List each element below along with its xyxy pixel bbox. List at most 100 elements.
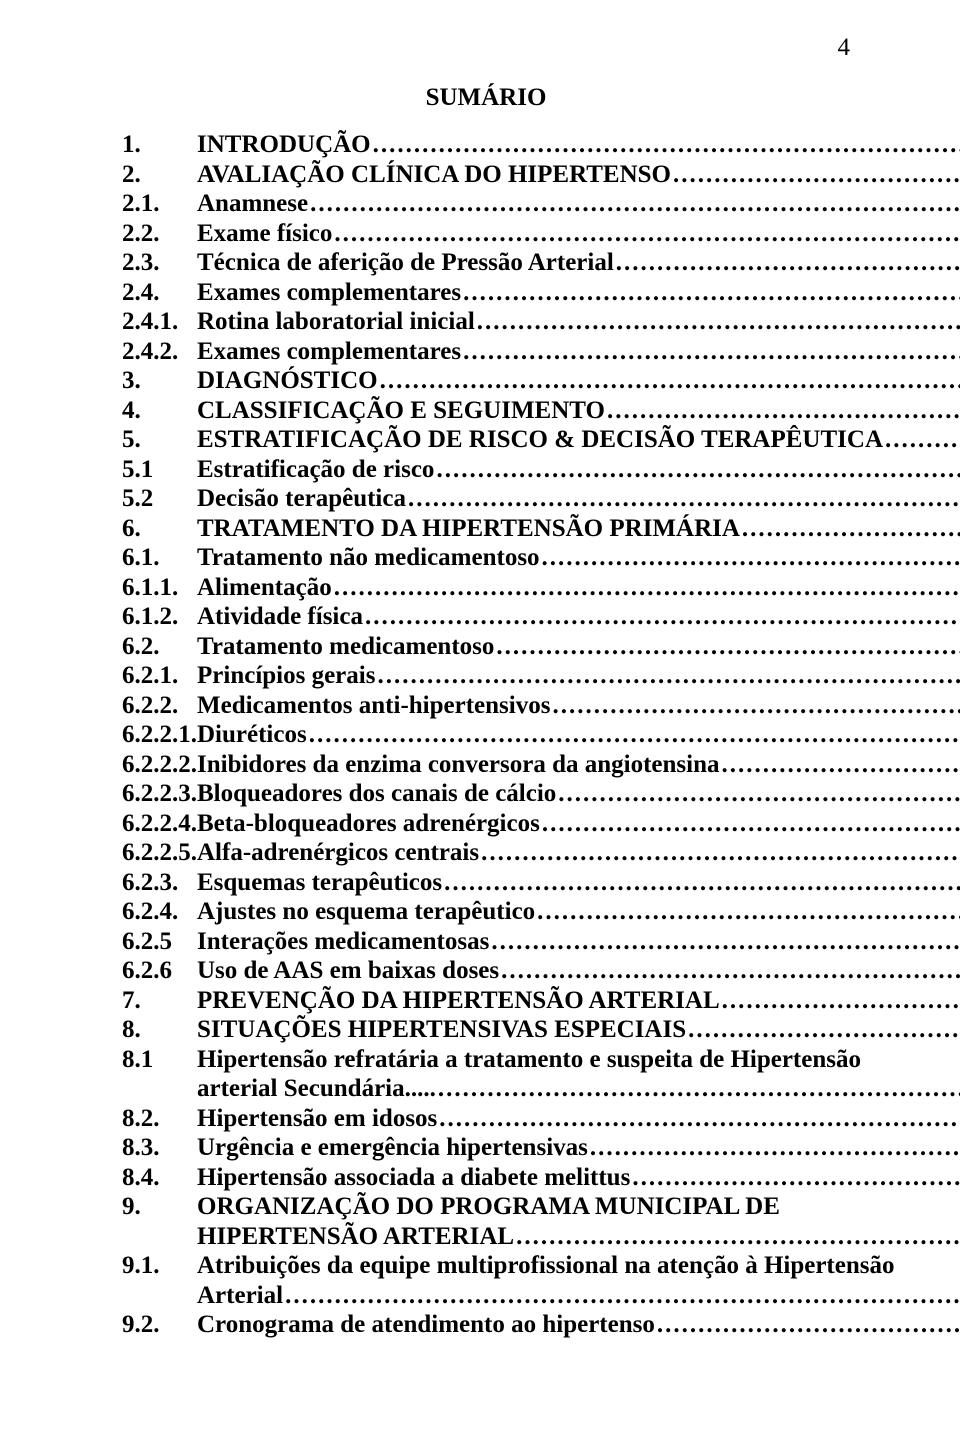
toc-entry-number: 9.2.: [122, 1310, 197, 1340]
toc-entry-number: 6.2.2.4.: [122, 809, 197, 839]
toc-dot-leader: ........................................…: [671, 160, 960, 190]
toc-entry-title-cell: AVALIAÇÃO CLÍNICA DO HIPERTENSO.........…: [197, 160, 960, 190]
toc-dot-leader: ........................................…: [588, 1133, 960, 1163]
toc-entry-title-cell: Tratamento não medicamentoso............…: [197, 543, 960, 573]
toc-entry-title: Tratamento não medicamentoso: [197, 543, 540, 573]
toc-row: 6.2.2.5.Alfa-adrenérgicos centrais......…: [122, 838, 960, 868]
toc-entry-number: 4.: [122, 396, 197, 426]
toc-entry-title: Inibidores da enzima conversora da angio…: [197, 750, 720, 780]
toc-row: 6.2.4.Ajustes no esquema terapêutico....…: [122, 897, 960, 927]
toc-dot-leader: ........................................…: [363, 602, 960, 632]
toc-entry-number: 6.2.2.3.: [122, 779, 197, 809]
toc-entry-title-cell: Medicamentos anti-hipertensivos.........…: [197, 691, 960, 721]
toc-dot-leader: ........................................…: [378, 366, 960, 396]
toc-row: 3.DIAGNÓSTICO...........................…: [122, 366, 960, 396]
toc-entry-title-cell: SITUAÇÕES HIPERTENSIVAS ESPECIAIS.......…: [197, 1015, 960, 1045]
toc-dot-leader: ........................................…: [720, 986, 960, 1016]
toc-entry-number: 7.: [122, 986, 197, 1016]
toc-entry-title-cell: TRATAMENTO DA HIPERTENSÃO PRIMÁRIA......…: [197, 514, 960, 544]
toc-entry-title-cell: Esquemas terapêuticos...................…: [197, 868, 960, 898]
toc-entry-title-cell: Inibidores da enzima conversora da angio…: [197, 750, 960, 780]
toc-entry-number: 9.: [122, 1192, 197, 1251]
toc-entry-number: 2.4.: [122, 278, 197, 308]
toc-entry-title-cell: Estratificação de risco.................…: [197, 455, 960, 485]
toc-row: 6.2.2.3.Bloqueadores dos canais de cálci…: [122, 779, 960, 809]
toc-row: 7.PREVENÇÃO DA HIPERTENSÃO ARTERIAL.....…: [122, 986, 960, 1016]
page: 4 SUMÁRIO 1.INTRODUÇÃO..................…: [0, 0, 960, 1453]
toc-dot-leader: ........................................…: [630, 1163, 960, 1193]
toc-entry-number: 6.2.2.2.: [122, 750, 197, 780]
toc-row: 2.2.Exame físico........................…: [122, 219, 960, 249]
toc-row: 2.3.Técnica de aferição de Pressão Arter…: [122, 248, 960, 278]
toc-entry-number: 8.1: [122, 1045, 197, 1104]
toc-entry-title: SITUAÇÕES HIPERTENSIVAS ESPECIAIS: [197, 1015, 686, 1045]
toc-row: 9.ORGANIZAÇÃO DO PROGRAMA MUNICIPAL DEHI…: [122, 1192, 960, 1251]
toc-dot-leader: ........................................…: [436, 1074, 960, 1104]
toc-entry-number: 6.1.2.: [122, 602, 197, 632]
toc-entry-title-cell: ESTRATIFICAÇÃO DE RISCO & DECISÃO TERAPÊ…: [197, 425, 960, 455]
toc-entry-title-cell: Princípios gerais.......................…: [197, 661, 960, 691]
toc-row: 6.1.1.Alimentação.......................…: [122, 573, 960, 603]
toc-dot-leader: ........................................…: [461, 337, 960, 367]
toc-entry-number: 5.1: [122, 455, 197, 485]
toc-table: 1.INTRODUÇÃO............................…: [122, 130, 960, 1340]
toc-dot-leader: ........................................…: [494, 632, 960, 662]
toc-entry-title: Decisão terapêutica: [197, 484, 406, 514]
toc-dot-leader: ........................................…: [371, 130, 960, 160]
toc-entry-title: Exames complementares: [197, 278, 461, 308]
toc-entry-title: Alfa-adrenérgicos centrais: [197, 838, 479, 868]
toc-entry-title: Atribuições da equipe multiprofissional …: [197, 1251, 960, 1281]
toc-dot-leader: ........................................…: [406, 484, 960, 514]
toc-row: 6.1.2.Atividade física..................…: [122, 602, 960, 632]
toc-entry-title-cell: Beta-bloqueadores adrenérgicos..........…: [197, 809, 960, 839]
toc-entry-number: 6.2.2.1.: [122, 720, 197, 750]
toc-entry-number: 2.: [122, 160, 197, 190]
toc-entry-title-cell: Exames complementares...................…: [197, 337, 960, 367]
toc-entry-number: 3.: [122, 366, 197, 396]
toc-entry-number: 8.3.: [122, 1133, 197, 1163]
toc-entry-number: 8.4.: [122, 1163, 197, 1193]
toc-entry-title-cell: Uso de AAS em baixas doses..............…: [197, 956, 960, 986]
toc-entry-title-cell: Técnica de aferição de Pressão Arterial.…: [197, 248, 960, 278]
toc-entry-title: Princípios gerais: [197, 661, 375, 691]
toc-dot-leader: ........................................…: [479, 838, 960, 868]
toc-entry-number: 6.: [122, 514, 197, 544]
toc-entry-title-cell: Diuréticos..............................…: [197, 720, 960, 750]
toc-row: 6.1.Tratamento não medicamentoso........…: [122, 543, 960, 573]
toc-entry-title-cell: CLASSIFICAÇÃO E SEGUIMENTO..............…: [197, 396, 960, 426]
toc-dot-leader: ........................................…: [605, 396, 960, 426]
toc-row: 9.2.Cronograma de atendimento ao hiperte…: [122, 1310, 960, 1340]
toc-entry-title-cell: Ajustes no esquema terapêutico..........…: [197, 897, 960, 927]
toc-entry-title: Exame físico: [197, 219, 332, 249]
toc-dot-leader: ........................................…: [540, 809, 960, 839]
page-number: 4: [838, 34, 851, 62]
toc-entry-title: Hipertensão refratária a tratamento e su…: [197, 1045, 960, 1075]
toc-entry-number: 5.2: [122, 484, 197, 514]
toc-dot-leader: ........................................…: [535, 897, 960, 927]
toc-dot-leader: ........................................…: [514, 1222, 960, 1252]
toc-dot-leader: ........................................…: [434, 455, 960, 485]
toc-entry-title-cell: Decisão terapêutica.....................…: [197, 484, 960, 514]
toc-entry-title-cell: PREVENÇÃO DA HIPERTENSÃO ARTERIAL.......…: [197, 986, 960, 1016]
toc-row: 6.2.Tratamento medicamentoso............…: [122, 632, 960, 662]
toc-entry-title-cell: Exames complementares...................…: [197, 278, 960, 308]
toc-entry-title-cell: Alimentação.............................…: [197, 573, 960, 603]
toc-dot-leader: ........................................…: [332, 573, 960, 603]
toc-row: 6.2.5Interações medicamentosas..........…: [122, 927, 960, 957]
toc-entry-number: 6.2.5: [122, 927, 197, 957]
toc-row: 2.4.2.Exames complementares.............…: [122, 337, 960, 367]
toc-entry-title: ORGANIZAÇÃO DO PROGRAMA MUNICIPAL DE: [197, 1192, 960, 1222]
toc-row: 8.1Hipertensão refratária a tratamento e…: [122, 1045, 960, 1104]
toc-dot-leader: ........................................…: [442, 868, 960, 898]
toc-entry-number: 6.2.2.5.: [122, 838, 197, 868]
toc-entry-title-cell: ORGANIZAÇÃO DO PROGRAMA MUNICIPAL DEHIPE…: [197, 1192, 960, 1251]
toc-row: 1.INTRODUÇÃO............................…: [122, 130, 960, 160]
toc-row: 6.2.6Uso de AAS em baixas doses.........…: [122, 956, 960, 986]
toc-row: 8.3.Urgência e emergência hipertensivas.…: [122, 1133, 960, 1163]
toc-entry-title-cell: Tratamento medicamentoso................…: [197, 632, 960, 662]
toc-dot-leader: ........................................…: [499, 956, 960, 986]
toc-row: 6.2.1.Princípios gerais.................…: [122, 661, 960, 691]
toc-row: 4.CLASSIFICAÇÃO E SEGUIMENTO............…: [122, 396, 960, 426]
toc-entry-title-cont: HIPERTENSÃO ARTERIAL: [197, 1222, 514, 1252]
toc-entry-title: Esquemas terapêuticos: [197, 868, 442, 898]
